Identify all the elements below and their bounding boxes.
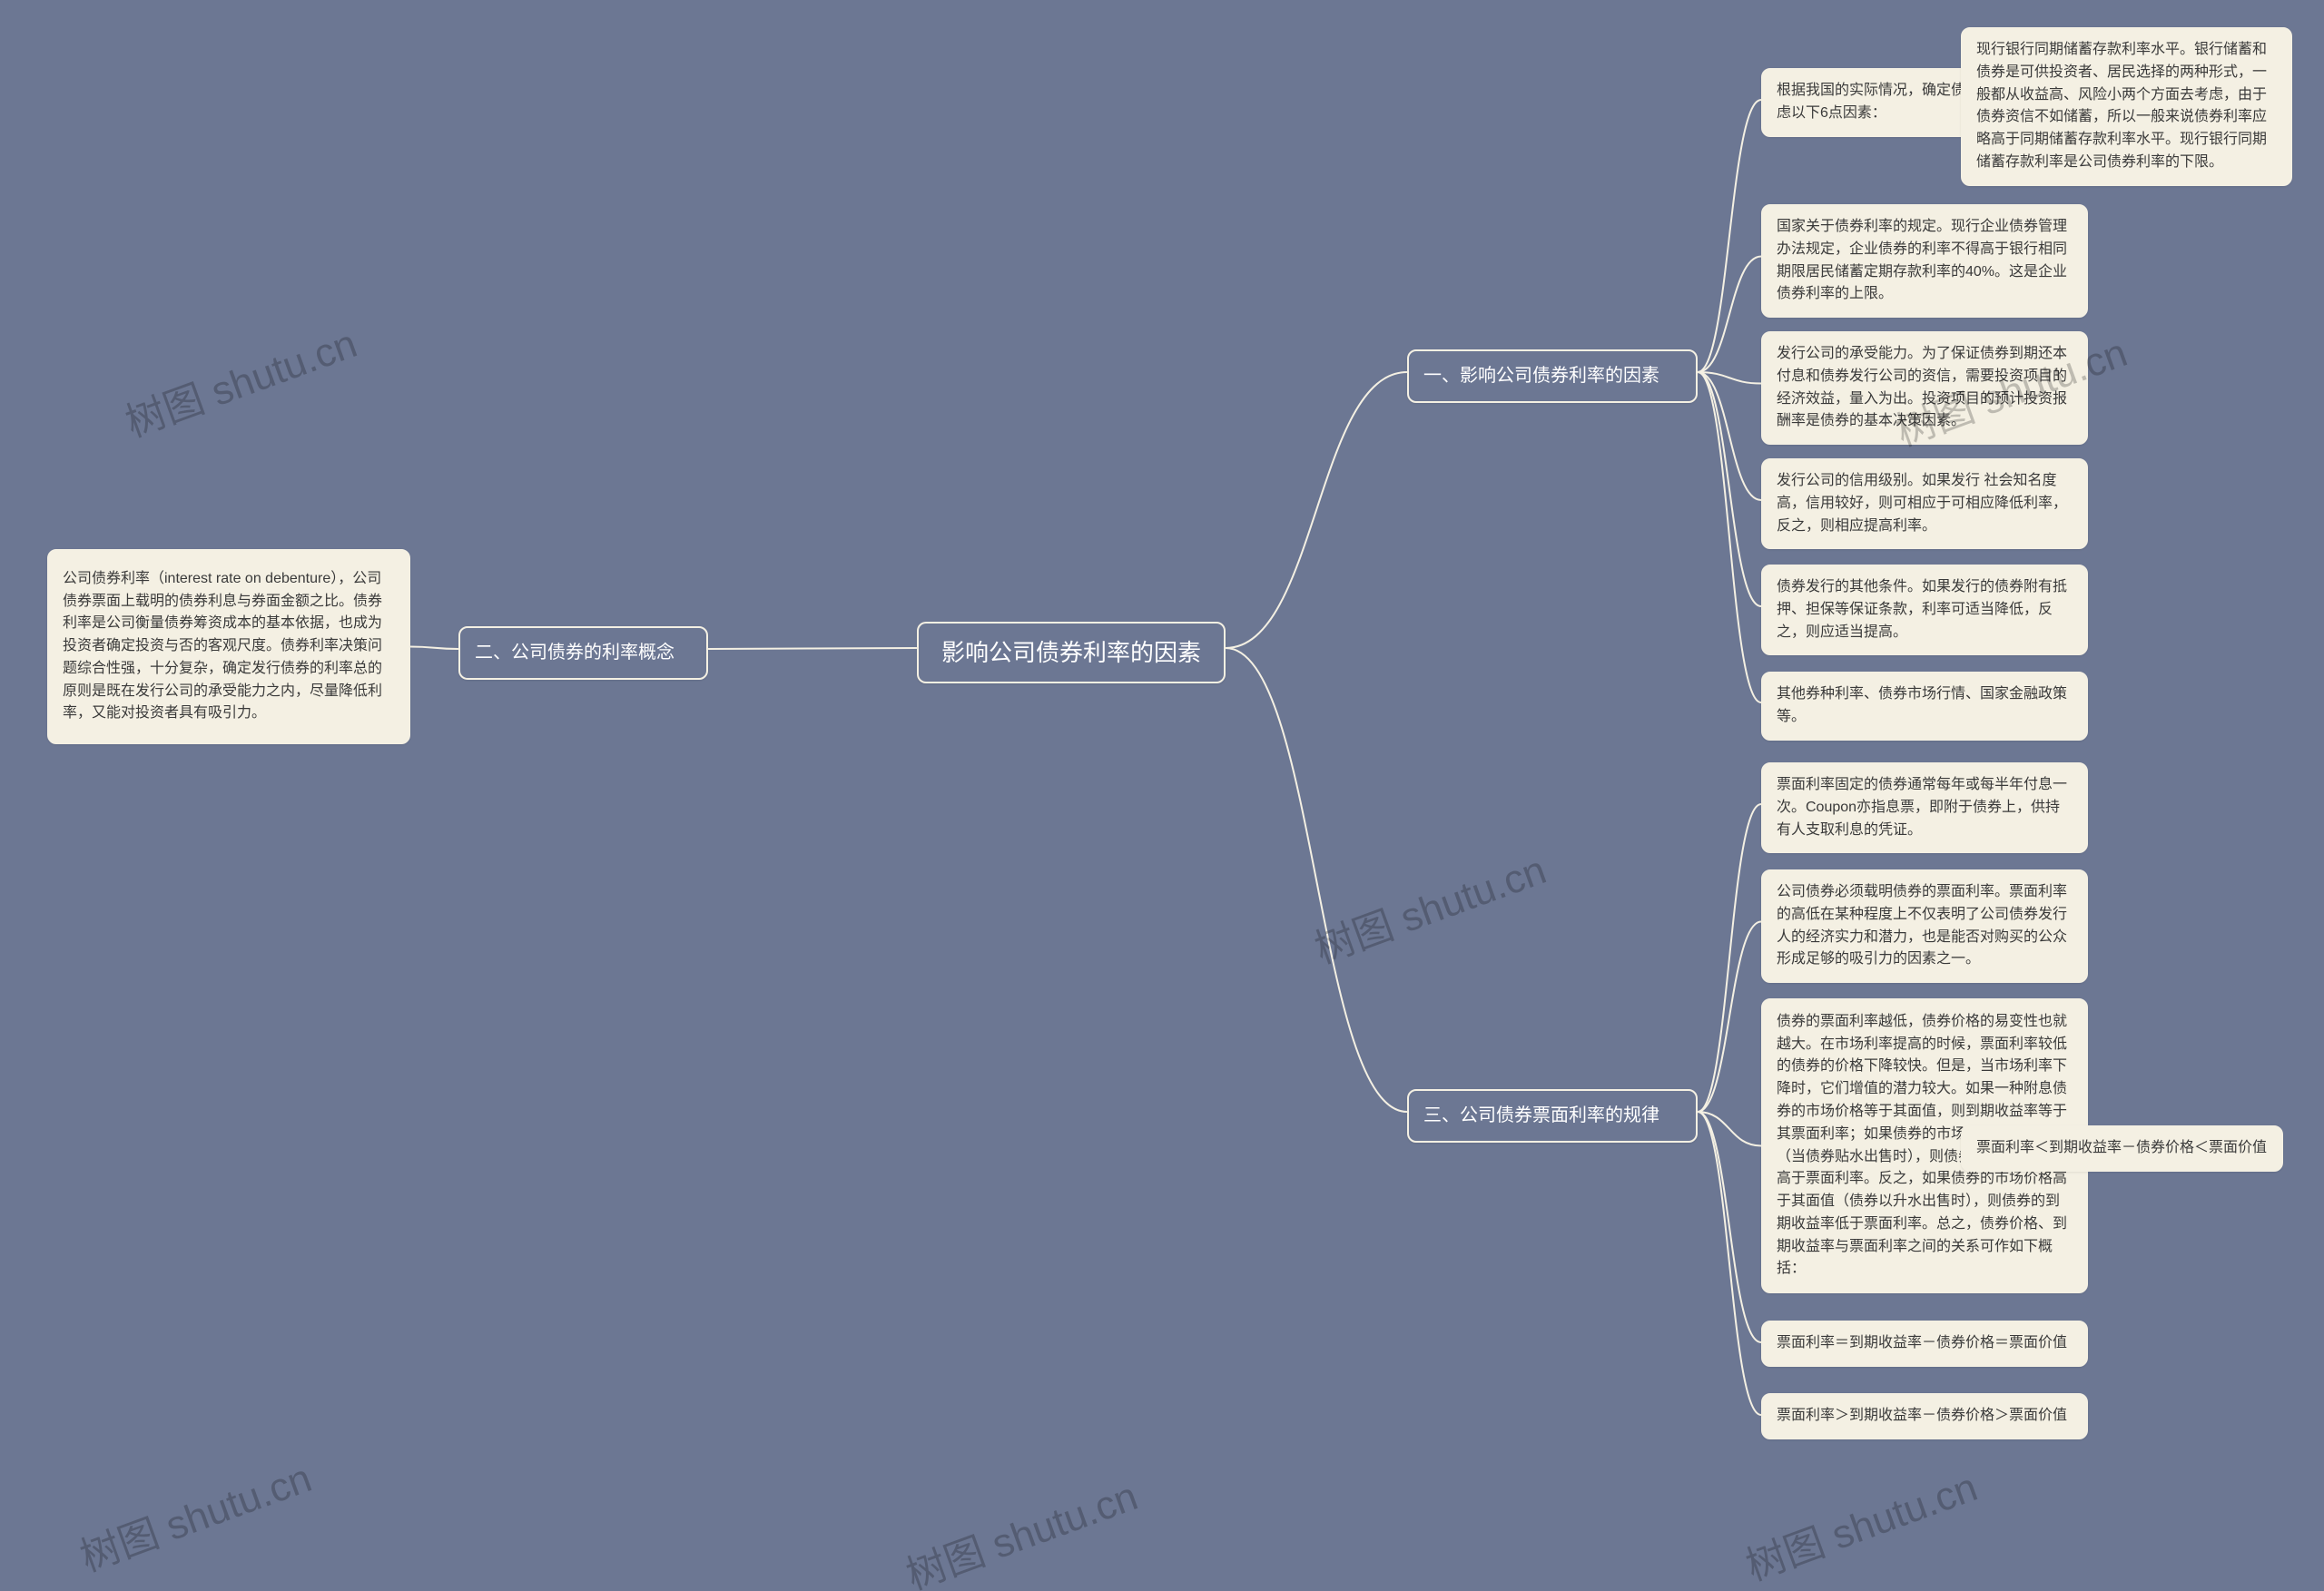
node-b1_l2[interactable]: 国家关于债券利率的规定。现行企业债券管理办法规定，企业债券的利率不得高于银行相同… <box>1761 204 2088 318</box>
node-b3[interactable]: 三、公司债券票面利率的规律 <box>1407 1089 1698 1143</box>
node-b1_l6[interactable]: 其他券种利率、债券市场行情、国家金融政策等。 <box>1761 672 2088 741</box>
node-b1[interactable]: 一、影响公司债券利率的因素 <box>1407 349 1698 403</box>
node-b2_l1[interactable]: 公司债券利率（interest rate on debenture），公司债券票… <box>47 549 410 744</box>
node-b1_l5[interactable]: 债券发行的其他条件。如果发行的债券附有抵押、担保等保证条款，利率可适当降低，反之… <box>1761 565 2088 655</box>
node-b2[interactable]: 二、公司债券的利率概念 <box>458 626 708 680</box>
node-b3_l4[interactable]: 票面利率＝到期收益率－债券价格＝票面价值 <box>1761 1321 2088 1367</box>
node-b3_l5[interactable]: 票面利率＞到期收益率－债券价格＞票面价值 <box>1761 1393 2088 1439</box>
node-b1_l4[interactable]: 发行公司的信用级别。如果发行 社会知名度高，信用较好，则可相应于可相应降低利率，… <box>1761 458 2088 549</box>
node-root[interactable]: 影响公司债券利率的因素 <box>917 622 1226 683</box>
node-b1_l3[interactable]: 发行公司的承受能力。为了保证债券到期还本付息和债券发行公司的资信，需要投资项目的… <box>1761 331 2088 445</box>
node-b3_l3_s1[interactable]: 票面利率＜到期收益率－债券价格＜票面价值 <box>1961 1125 2283 1172</box>
node-b3_l1[interactable]: 票面利率固定的债券通常每年或每半年付息一次。Coupon亦指息票，即附于债券上，… <box>1761 762 2088 853</box>
node-b3_l2[interactable]: 公司债券必须载明债券的票面利率。票面利率的高低在某种程度上不仅表明了公司债券发行… <box>1761 869 2088 983</box>
node-b1_l1_s1[interactable]: 现行银行同期储蓄存款利率水平。银行储蓄和债券是可供投资者、居民选择的两种形式，一… <box>1961 27 2292 186</box>
